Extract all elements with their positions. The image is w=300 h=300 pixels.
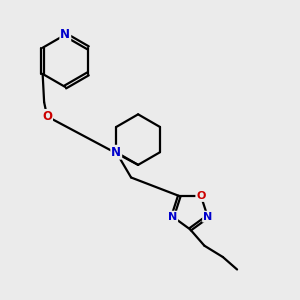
Text: N: N	[203, 212, 212, 222]
Text: N: N	[60, 28, 70, 41]
Text: N: N	[168, 212, 177, 222]
Text: O: O	[42, 110, 52, 123]
Text: O: O	[196, 191, 206, 201]
Text: N: N	[111, 146, 121, 159]
